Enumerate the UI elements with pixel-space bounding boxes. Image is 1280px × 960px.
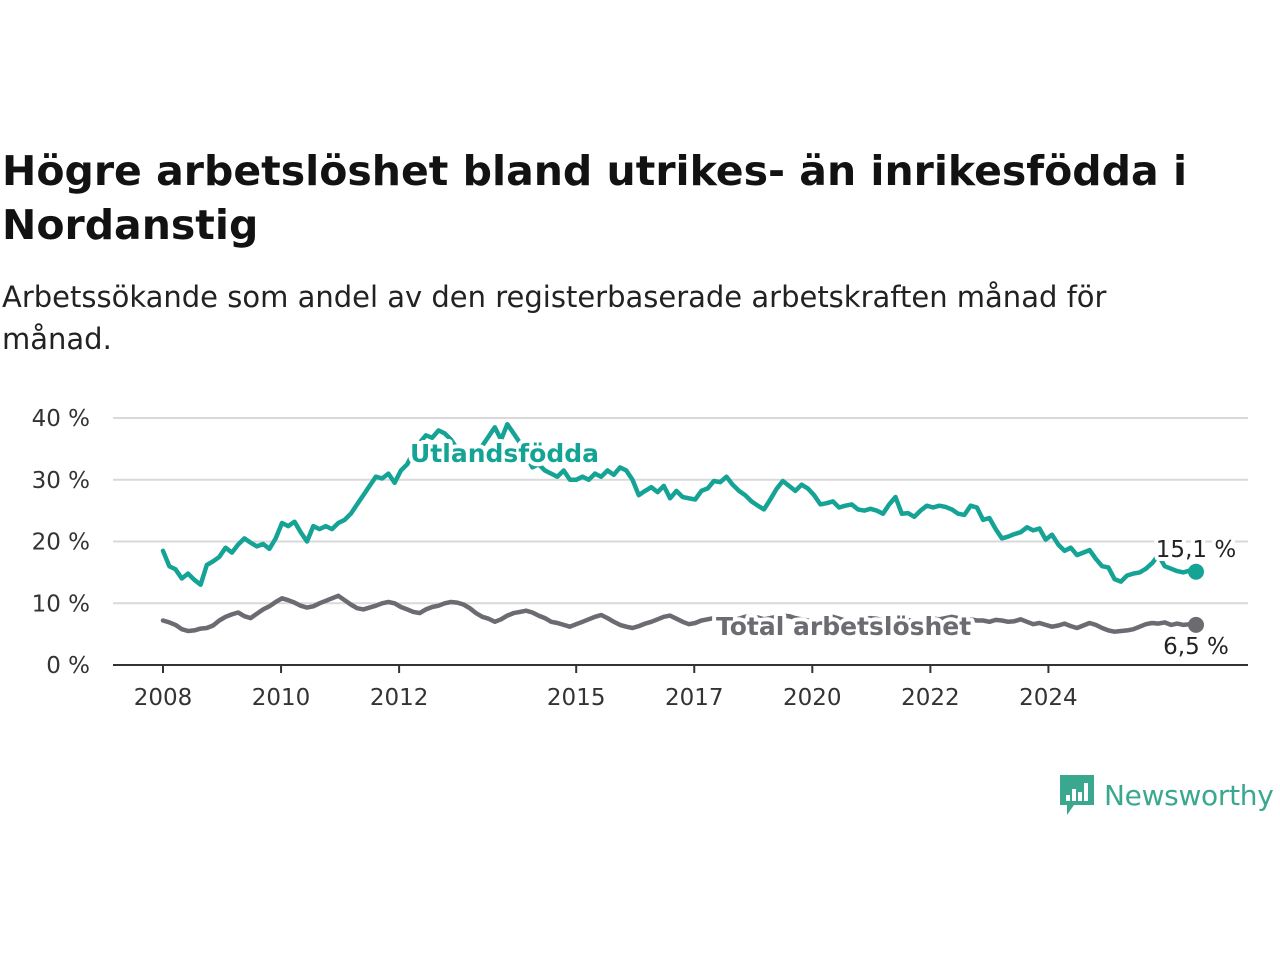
y-tick-label: 40 % — [32, 406, 90, 432]
series-line-utlandsfodda — [160, 421, 1199, 587]
chart-subtitle: Arbetssökande som andel av den registerb… — [2, 280, 1107, 356]
x-tick-label: 2012 — [370, 685, 429, 711]
x-tick-label: 2008 — [134, 685, 193, 711]
series-labels: Utlandsfödda Total arbetslöshet 15,1 % 6,5 … — [406, 435, 1240, 664]
series-label-utlandsfodda: Utlandsfödda — [410, 439, 599, 468]
brand-name: Newsworthy — [1104, 778, 1274, 812]
series-end-marker — [1188, 616, 1204, 633]
y-tick-label: 30 % — [32, 468, 90, 494]
series-line-total — [160, 593, 1199, 634]
newsworthy-logo-icon — [1060, 775, 1094, 815]
end-value-label-total: 6,5 % — [1163, 634, 1229, 660]
chart-title: Högre arbetslöshet bland utrikes- än inr… — [2, 147, 1187, 249]
x-tick-label: 2022 — [901, 685, 960, 711]
line-chart: 0 % 10 % 20 % 30 % 40 % 2008 2010 2012 2015 2017… — [32, 406, 1248, 711]
y-tick-label: 20 % — [32, 530, 90, 556]
x-tick-label: 2010 — [252, 685, 311, 711]
x-tick-label: 2017 — [665, 685, 724, 711]
series-label-total: Total arbetslöshet — [716, 612, 971, 641]
x-tick-label: 2020 — [783, 685, 842, 711]
y-tick-label: 10 % — [32, 591, 90, 617]
newsworthy-brand: Newsworthy — [1058, 772, 1274, 818]
series-lines — [160, 421, 1204, 634]
end-value-label-utlandsfodda: 15,1 % — [1156, 537, 1236, 563]
series-end-marker — [1188, 563, 1204, 580]
y-axis-tick-labels: 0 % 10 % 20 % 30 % 40 % — [32, 406, 90, 679]
x-tick-label: 2024 — [1019, 685, 1078, 711]
x-tick-label: 2015 — [547, 685, 606, 711]
y-tick-label: 0 % — [46, 653, 90, 679]
x-axis-tick-labels: 2008 2010 2012 2015 2017 2020 2022 2024 — [134, 665, 1078, 711]
